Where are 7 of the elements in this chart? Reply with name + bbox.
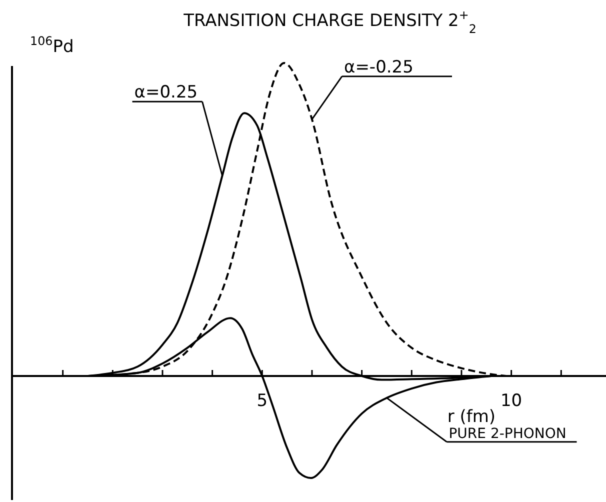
text: α=-0.25 <box>344 57 414 78</box>
x-axis-title: r (fm) <box>447 407 496 427</box>
text: α=0.25 <box>134 82 198 103</box>
x-tick-label: 10 <box>500 391 522 411</box>
text: PURE 2-PHONON <box>448 426 566 442</box>
x-tick-label: 5 <box>256 391 268 411</box>
y-axis-title: $^{106}$Pd <box>30 34 74 57</box>
